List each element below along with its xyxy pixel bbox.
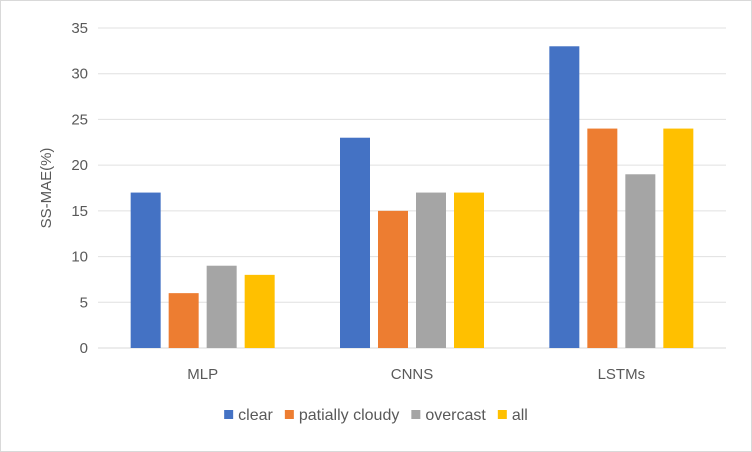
bars [130,46,694,349]
x-axis-categories: MLP CNNS LSTMs [187,366,645,383]
legend-item: overcast [411,407,486,424]
legend-swatch [411,410,421,419]
legend-item: clear [224,407,274,424]
legend-label: all [512,407,528,424]
legend-label: clear [238,407,273,424]
y-tick-label: 10 [71,249,88,266]
bar-patially-cloudy-cnns [378,210,408,348]
bar-overcast-cnns [416,192,446,348]
x-category-label: LSTMs [598,366,646,383]
bar-all-lstms [663,128,694,348]
bar-overcast-mlp [206,265,237,348]
legend-item: all [497,407,528,424]
y-tick-label: 5 [80,294,88,311]
bar-overcast-lstms [625,174,656,348]
bar-patially-cloudy-lstms [587,128,618,348]
y-tick-label: 20 [71,157,88,174]
legend-label: overcast [425,407,486,424]
legend-swatch [497,410,507,419]
y-tick-label: 0 [80,340,88,357]
legend: clear patially cloudy overcast all [224,407,528,424]
bar-all-cnns [454,192,484,348]
y-tick-label: 35 [71,20,88,37]
y-tick-label: 25 [71,111,88,128]
x-category-label: MLP [187,366,218,383]
bar-patially-cloudy-mlp [168,293,199,348]
x-category-label: CNNS [391,366,434,383]
bar-clear-mlp [130,192,161,348]
bar-clear-cnns [340,137,370,348]
y-tick-label: 30 [71,66,88,83]
legend-item: patially cloudy [284,407,400,424]
bar-all-mlp [244,274,275,348]
y-axis-ticks: 0 5 10 15 20 25 30 35 [71,20,88,357]
legend-swatch [224,410,234,419]
bar-clear-lstms [549,46,580,349]
gridlines [98,27,726,349]
y-axis-title: SS-MAE(%) [38,148,55,229]
y-tick-label: 15 [71,203,88,220]
legend-swatch [284,410,294,419]
legend-label: patially cloudy [299,407,400,424]
